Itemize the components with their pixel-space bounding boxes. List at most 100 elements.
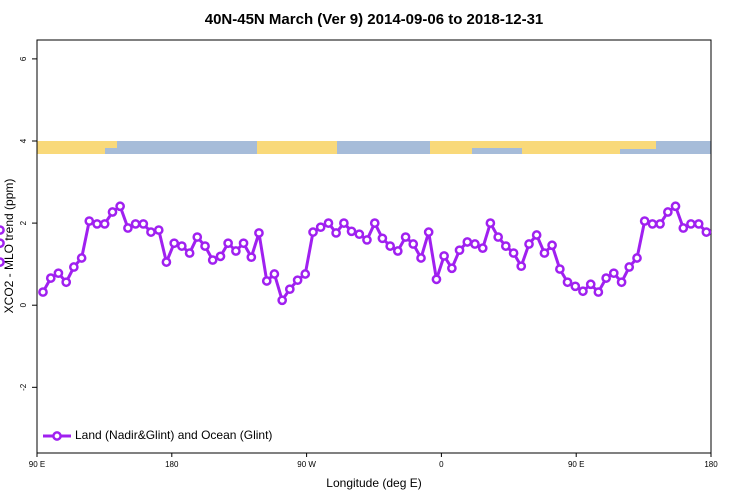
data-point (339, 218, 349, 228)
data-point (192, 232, 203, 242)
data-point (277, 295, 288, 306)
legend-label: Land (Nadir&Glint) and Ocean (Glint) (75, 428, 272, 442)
data-point (686, 219, 696, 229)
plot-frame (36, 39, 712, 454)
data-point (624, 262, 635, 272)
data-point (663, 207, 673, 217)
data-point (423, 227, 434, 237)
data-point (146, 227, 156, 237)
data-point (308, 227, 318, 237)
data-point (207, 255, 218, 265)
data-point (508, 248, 519, 258)
data-point (547, 240, 557, 251)
data-point (593, 287, 604, 297)
data-point (362, 235, 372, 245)
data-point (331, 228, 341, 238)
data-point (84, 216, 95, 226)
data-point (539, 248, 550, 258)
data-point (701, 227, 712, 237)
x-tick-label: 0 (439, 460, 444, 469)
land-band (105, 141, 117, 148)
data-point (570, 281, 581, 292)
data-point (439, 251, 449, 261)
data-point (0, 257, 5, 267)
land-band (522, 141, 620, 154)
x-tick-label: 90 E (568, 460, 584, 469)
y-tick-label: 6 (19, 56, 28, 61)
data-point (500, 241, 511, 251)
data-point (38, 287, 48, 297)
data-point (670, 201, 681, 212)
data-point (254, 228, 264, 238)
data-point (346, 226, 357, 237)
land-band (430, 141, 472, 154)
data-point (408, 239, 419, 249)
data-point (608, 268, 619, 279)
data-point (578, 286, 588, 297)
data-point (377, 233, 388, 244)
data-point (130, 219, 141, 229)
data-point (231, 246, 241, 256)
data-point (585, 279, 596, 290)
data-point (200, 241, 210, 251)
data-point (392, 246, 403, 256)
data-point (693, 219, 704, 229)
data-point (315, 222, 326, 233)
data-point (531, 230, 542, 240)
land-band (620, 141, 656, 149)
data-point (562, 277, 573, 288)
data-point (416, 253, 426, 263)
data-point (632, 253, 642, 263)
y-tick-label: 0 (19, 302, 28, 307)
data-point (223, 238, 233, 249)
data-point (61, 277, 72, 288)
data-point (261, 276, 272, 286)
data-point (477, 243, 488, 253)
data-point (153, 225, 164, 235)
land-band (37, 141, 105, 154)
chart-title: 40N-45N March (Ver 9) 2014-09-06 to 2018… (205, 11, 544, 28)
data-point (516, 261, 527, 272)
legend-marker (52, 431, 62, 441)
data-point (400, 232, 411, 242)
data-point (292, 275, 303, 286)
data-point (431, 274, 442, 285)
data-point (0, 225, 5, 235)
x-tick-label: 90 E (29, 460, 45, 469)
data-point (493, 232, 504, 242)
data-point (269, 269, 280, 279)
y-tick-label: -2 (19, 383, 28, 391)
data-point (68, 262, 79, 272)
data-point (555, 264, 565, 274)
data-point (639, 216, 650, 226)
data-point (524, 239, 534, 249)
data-point (138, 219, 149, 229)
data-point (655, 219, 665, 229)
data-point (238, 238, 249, 249)
data-point (647, 219, 658, 229)
x-tick-label: 90 W (297, 460, 316, 469)
y-tick-label: 4 (19, 138, 28, 143)
x-tick-label: 180 (165, 460, 179, 469)
data-point (616, 277, 627, 288)
data-point (470, 239, 480, 249)
y-axis-label: XCO2 - MLO trend (ppm) (2, 179, 16, 314)
data-point (107, 207, 118, 217)
y-tick-label: 2 (19, 220, 28, 225)
data-point (99, 219, 110, 229)
data-point (169, 238, 180, 249)
data-point (45, 273, 56, 283)
data-point (176, 241, 187, 251)
land-ocean-strip (37, 141, 711, 154)
data-point (454, 245, 465, 256)
land-band (472, 141, 522, 148)
data-point (53, 268, 64, 279)
data-point (447, 263, 457, 274)
data-point (123, 223, 133, 233)
land-band (257, 141, 337, 154)
x-axis-label: Longitude (deg E) (326, 476, 421, 490)
data-point (485, 218, 496, 228)
data-point (0, 238, 5, 249)
